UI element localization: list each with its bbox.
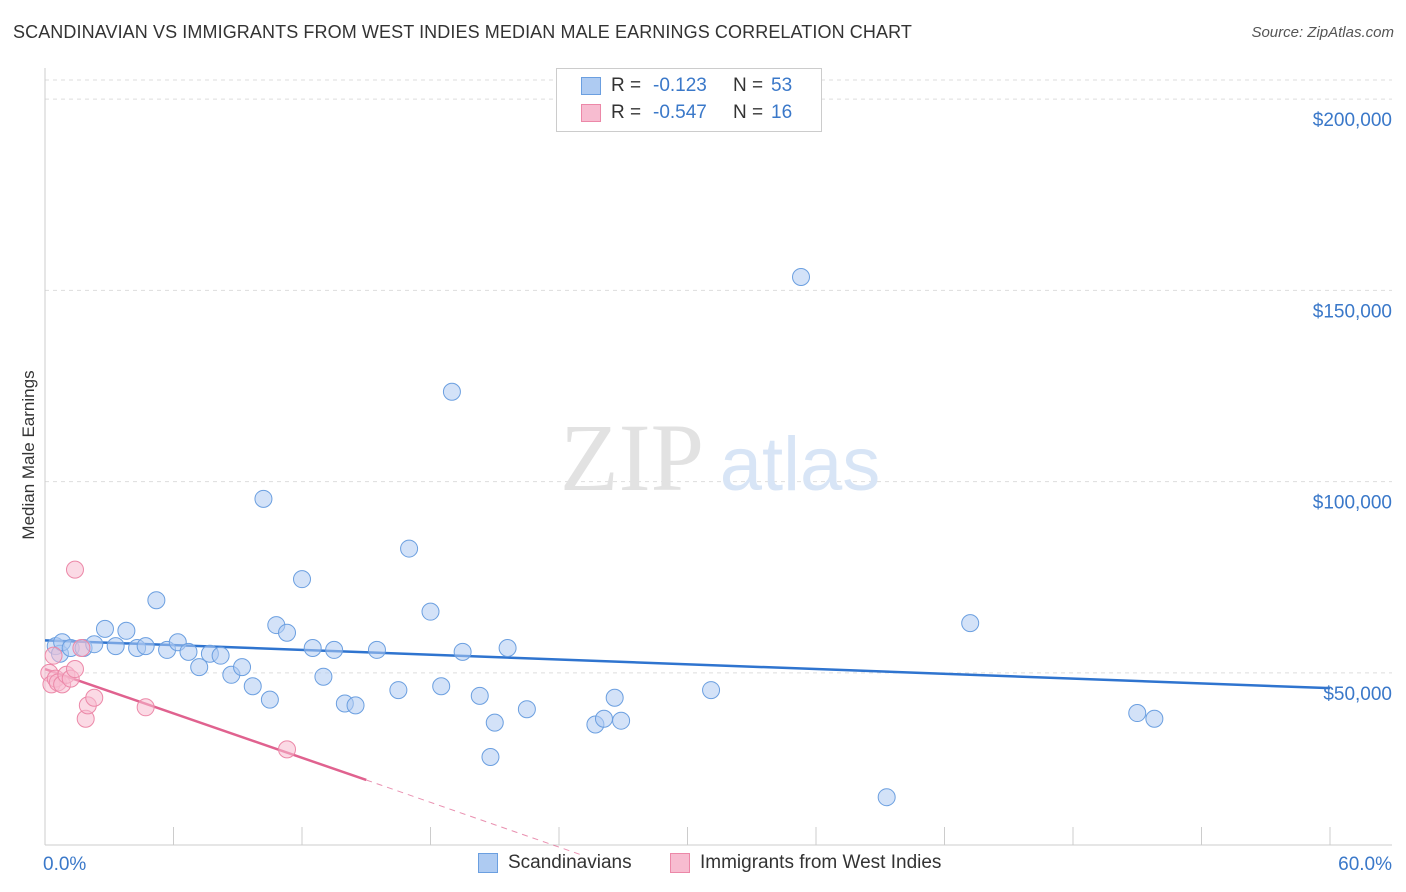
x-tick-label: 0.0% [43, 854, 86, 875]
trendline-scandinavians [44, 639, 1331, 690]
legend-row-west-indies: R = -0.547 N = 16 [581, 101, 792, 125]
correlation-legend: R = -0.123 N = 53 R = -0.547 N = 16 [556, 68, 822, 132]
data-point-scandinavian [179, 642, 198, 661]
bottom-legend-label: Immigrants from West Indies [700, 852, 942, 873]
axes [44, 68, 1392, 846]
data-point-scandinavian [453, 642, 472, 661]
data-point-scandinavian [442, 382, 461, 401]
source-label: Source: ZipAtlas.com [1251, 24, 1394, 41]
data-point-scandinavian [961, 614, 980, 633]
data-point-scandinavian [106, 637, 125, 656]
data-point-west-indies [72, 639, 91, 658]
legend-n-label: N = [733, 102, 764, 123]
data-point-scandinavian [233, 658, 252, 677]
data-point-west-indies [65, 660, 84, 679]
y-tick-label: $200,000 [1313, 110, 1392, 131]
data-point-west-indies [136, 698, 155, 717]
data-point-scandinavian [254, 489, 273, 508]
data-point-scandinavian [1128, 704, 1147, 723]
bottom-legend-label: Scandinavians [508, 852, 632, 873]
watermark-zip: ZIP [560, 404, 704, 511]
data-point-scandinavian [702, 681, 721, 700]
data-point-scandinavian [95, 619, 114, 638]
legend-swatch-blue [581, 77, 601, 95]
data-points [40, 267, 1164, 807]
data-point-scandinavian [314, 667, 333, 686]
data-point-scandinavian [346, 696, 365, 715]
legend-n-value: 53 [771, 75, 793, 96]
data-point-scandinavian [605, 688, 624, 707]
tick-labels: $50,000 $100,000 $150,000 $200,000 0.0% 60.0% [43, 110, 1392, 875]
data-point-scandinavian [117, 621, 136, 640]
watermark: ZIP atlas [560, 404, 880, 511]
data-point-scandinavian [303, 639, 322, 658]
data-point-scandinavian [432, 677, 451, 696]
y-tick-label: $100,000 [1313, 493, 1392, 514]
data-point-west-indies [44, 646, 63, 665]
data-point-scandinavian [612, 711, 631, 730]
data-point-scandinavian [325, 640, 344, 659]
data-point-scandinavian [792, 267, 811, 286]
data-point-scandinavian [278, 623, 297, 642]
data-point-scandinavian [421, 602, 440, 621]
bottom-legend-swatch-blue [478, 853, 498, 873]
chart-title: SCANDINAVIAN VS IMMIGRANTS FROM WEST IND… [13, 22, 912, 42]
legend-n-label: N = [733, 75, 764, 96]
data-point-scandinavian [594, 709, 613, 728]
trendlines [44, 639, 1331, 856]
data-point-scandinavian [136, 637, 155, 656]
data-point-scandinavian [1145, 709, 1164, 728]
data-point-scandinavian [517, 700, 536, 719]
bottom-legend-scandinavians: Scandinavians [478, 852, 632, 874]
bottom-legend-swatch-pink [670, 853, 690, 873]
data-point-scandinavian [470, 686, 489, 705]
data-point-scandinavian [293, 570, 311, 589]
y-tick-label: $50,000 [1323, 684, 1392, 705]
data-point-scandinavian [389, 681, 408, 700]
data-point-scandinavian [147, 591, 166, 610]
legend-r-value: -0.123 [653, 75, 707, 96]
y-tick-label: $150,000 [1313, 301, 1392, 322]
legend-r-value: -0.547 [653, 102, 707, 123]
data-point-scandinavian [877, 788, 896, 807]
data-point-west-indies [85, 688, 104, 707]
data-point-west-indies [278, 740, 297, 759]
data-point-scandinavian [243, 677, 262, 696]
legend-swatch-pink [581, 104, 601, 122]
data-point-scandinavian [498, 639, 517, 658]
legend-n-value: 16 [771, 102, 793, 123]
data-point-scandinavian [400, 539, 419, 558]
data-point-scandinavian [481, 748, 500, 767]
data-point-scandinavian [260, 690, 279, 709]
legend-row-scandinavians: R = -0.123 N = 53 [581, 74, 792, 98]
trendline-west-indies [44, 667, 367, 782]
watermark-atlas: atlas [720, 422, 881, 507]
data-point-scandinavian [190, 658, 209, 677]
data-point-scandinavian [367, 640, 386, 659]
bottom-legend-west-indies: Immigrants from West Indies [670, 852, 941, 874]
data-point-west-indies [65, 560, 84, 579]
data-point-scandinavian [211, 646, 230, 665]
trendline-west-indies-extension [366, 779, 581, 856]
gridlines [45, 79, 1392, 674]
legend-r-label: R = [611, 102, 642, 123]
data-point-scandinavian [485, 713, 504, 732]
x-tick-label: 60.0% [1338, 854, 1392, 875]
legend-r-label: R = [611, 75, 642, 96]
